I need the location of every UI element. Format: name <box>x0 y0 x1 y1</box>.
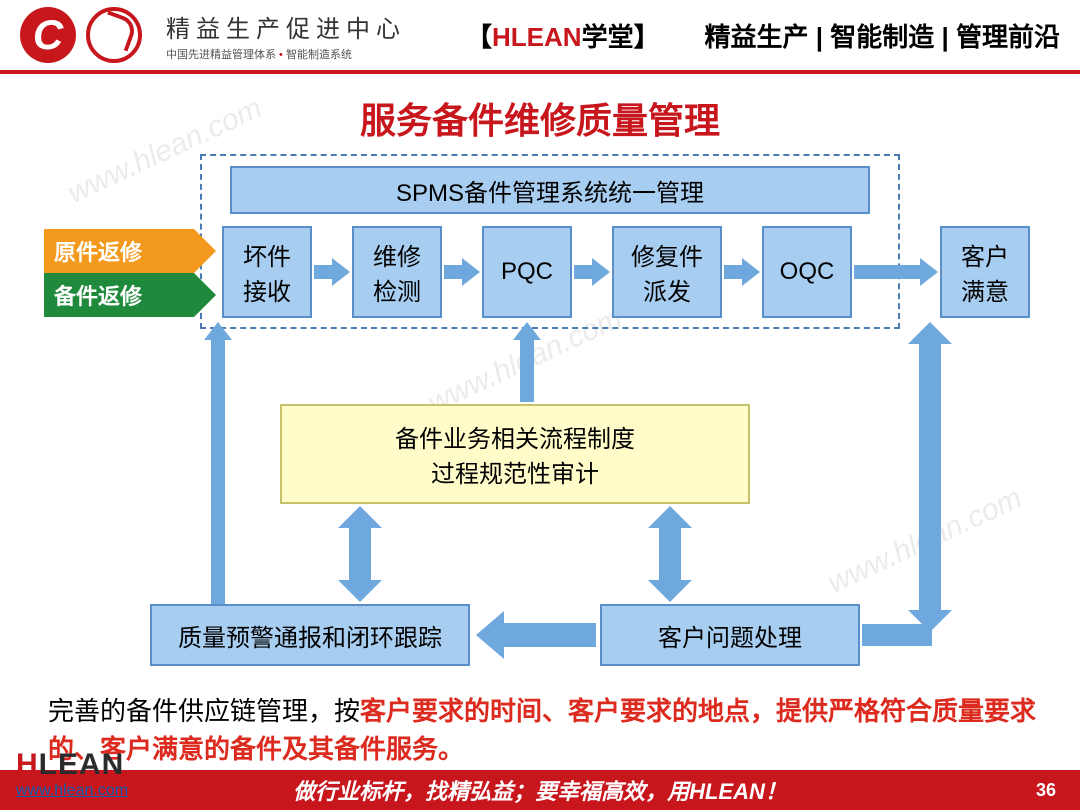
body-text: 完善的备件供应链管理，按客户要求的时间、客户要求的地点，提供严格符合质量要求的、… <box>48 692 1040 768</box>
logo-c-icon: C <box>20 7 76 63</box>
diagram-canvas: www.hlean.com www.hlean.com www.hlean.co… <box>0 144 1080 704</box>
flow-node-2: 维修 检测 <box>352 226 442 318</box>
header-center: 【HLEAN学堂】 <box>466 17 660 54</box>
page-number: 36 <box>1036 780 1056 801</box>
header-right: 精益生产 | 智能制造 | 管理前沿 <box>705 17 1060 54</box>
hlean-url: www.hlean.com <box>16 782 128 800</box>
bottom-left-box: 质量预警通报和闭环跟踪 <box>150 604 470 666</box>
logo-ring-icon <box>86 7 142 63</box>
entry-arrow-green: 备件返修 <box>44 273 194 317</box>
flow-node-1: 坏件 接收 <box>222 226 312 318</box>
arrow-connector-right <box>862 624 932 646</box>
spms-header-text: SPMS备件管理系统统一管理 <box>396 173 704 208</box>
page-title: 服务备件维修质量管理 <box>0 92 1080 144</box>
entry-arrow-orange: 原件返修 <box>44 229 194 273</box>
footer-bar: 做行业标杆，找精弘益；要幸福高效，用HLEAN！ 36 <box>0 770 1080 810</box>
org-title-sub: 中国先进精益管理体系 • 智能制造系统 <box>166 46 406 62</box>
flow-node-6: 客户 满意 <box>940 226 1030 318</box>
flow-node-3: PQC <box>482 226 572 318</box>
hlean-logo: HLEAN www.hlean.com <box>16 748 128 800</box>
audit-line1: 备件业务相关流程制度 <box>395 419 635 454</box>
flow-node-4: 修复件 派发 <box>612 226 722 318</box>
header-bar: C 精益生产促进中心 中国先进精益管理体系 • 智能制造系统 【HLEAN学堂】… <box>0 0 1080 74</box>
audit-line2: 过程规范性审计 <box>431 454 599 489</box>
org-title: 精益生产促进中心 中国先进精益管理体系 • 智能制造系统 <box>166 9 406 62</box>
org-title-main: 精益生产促进中心 <box>166 9 406 44</box>
flow-node-5: OQC <box>762 226 852 318</box>
spms-header-box: SPMS备件管理系统统一管理 <box>230 166 870 214</box>
logo-block: C 精益生产促进中心 中国先进精益管理体系 • 智能制造系统 <box>20 7 406 63</box>
audit-box: 备件业务相关流程制度 过程规范性审计 <box>280 404 750 504</box>
footer-slogan: 做行业标杆，找精弘益；要幸福高效，用HLEAN！ <box>293 774 787 806</box>
bottom-right-box: 客户问题处理 <box>600 604 860 666</box>
